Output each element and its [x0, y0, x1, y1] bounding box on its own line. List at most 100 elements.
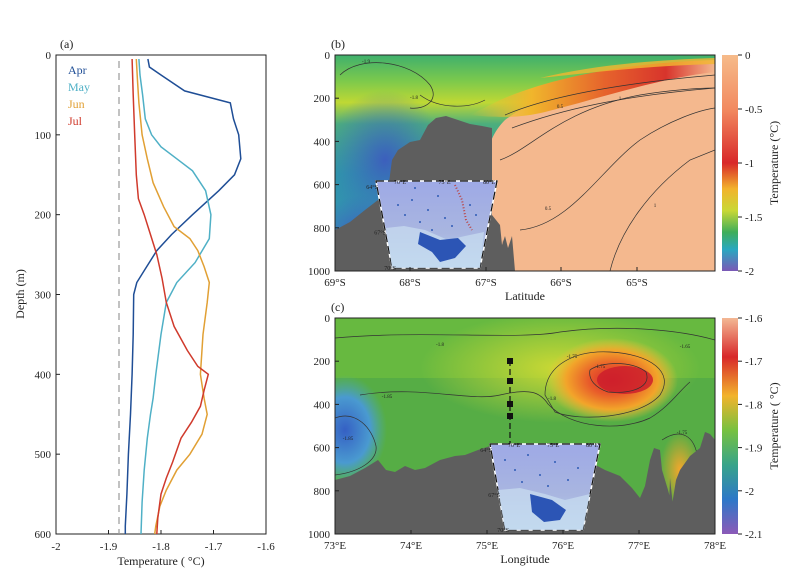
- x-tick-label: 68°S: [399, 277, 421, 289]
- panel-a-axes: -2 -1.9 -1.8 -1.7 -1.6 0 100 200 300 400 500 600: [35, 50, 276, 553]
- x-tick-label: -1.8: [152, 541, 170, 553]
- y-tick-label: 400: [314, 399, 331, 411]
- inset-lat-label: 70°S: [497, 527, 509, 534]
- panel-b-inset-labels: 70°E 75°E 80°E 64°S 67°S 70°S: [366, 179, 495, 272]
- colorbar-tick-label: -1: [745, 158, 754, 170]
- colorbar-tick-label: -1.7: [745, 356, 763, 368]
- contour-label: -1.8: [410, 96, 418, 101]
- panel-b-xlabel: Latitude: [505, 289, 545, 303]
- inset-lon-label: 75°E: [438, 179, 450, 186]
- transect-line: [507, 358, 513, 446]
- panel-a: (a) -2 -1.9 -1.8 -1.7 -1.6 0 100 200 300 400 500 60…: [13, 37, 275, 568]
- x-tick-label: 66°S: [550, 277, 572, 289]
- colorbar-tick-label: -1.5: [745, 212, 763, 224]
- y-tick-label: 0: [46, 50, 52, 62]
- x-tick-label: -1.9: [100, 541, 118, 553]
- legend: Apr May Jun Jul: [68, 63, 90, 128]
- panel-c-inset-map: 70°E 75°E 80°E 64°S 67°S 70°S: [480, 442, 601, 534]
- panel-b-label: (b): [331, 37, 345, 51]
- colorbar-tick-label: -2.1: [745, 529, 762, 541]
- x-tick-label: 76°E: [552, 540, 574, 552]
- colorbar-tick-label: -0.5: [745, 104, 763, 116]
- series-line-jun: [135, 58, 211, 535]
- colorbar-tick-label: -1.8: [745, 399, 763, 411]
- y-tick-label: 200: [314, 356, 331, 368]
- y-tick-label: 400: [314, 136, 331, 148]
- panel-c-label: (c): [331, 300, 344, 314]
- panel-c-colorbar: [722, 318, 738, 534]
- inset-lat-label: 67°S: [374, 230, 386, 237]
- inset-lon-label: 70°E: [394, 179, 406, 186]
- colorbar-tick-label: -2: [745, 486, 754, 498]
- colorbar-tick-label: -1.9: [745, 443, 763, 455]
- colorbar-tick-label: -2: [745, 266, 754, 278]
- x-tick-label: 78°E: [704, 540, 726, 552]
- x-tick-label: 67°S: [475, 277, 497, 289]
- y-tick-label: 600: [35, 529, 52, 541]
- panel-a-frame: [55, 54, 267, 535]
- inset-lat-label: 70°S: [384, 265, 396, 272]
- panel-c-contour-labels: -1.8 -1.75 -1.65 -1.85 -1.8 -1.75 -1.85 -1.75: [343, 343, 691, 442]
- series-line-may: [138, 58, 212, 535]
- panel-b-colorbar: [722, 55, 738, 271]
- x-tick-label: -1.7: [205, 541, 223, 553]
- y-tick-label: 300: [35, 290, 52, 302]
- colorbar-tick-label: 0: [745, 50, 751, 62]
- series-line-apr: [124, 58, 242, 534]
- panel-b-frame: [334, 54, 716, 272]
- contour-label: -1.9: [362, 60, 370, 65]
- x-tick-label: 65°S: [626, 277, 648, 289]
- panel-c-colorbar-label: Temperature ( °C): [767, 382, 781, 469]
- contour-label: 0.5: [557, 105, 564, 110]
- x-tick-label: -2: [51, 541, 60, 553]
- y-tick-label: 800: [314, 223, 331, 235]
- contour-label: -1.85: [382, 395, 393, 400]
- inset-lon-label: 80°E: [483, 179, 495, 186]
- y-tick-label: 200: [35, 210, 52, 222]
- panel-a-label: (a): [60, 37, 73, 51]
- inset-lat-label: 67°S: [488, 492, 500, 499]
- inset-lat-label: 64°S: [366, 184, 378, 191]
- panel-b-colorbar-label: Temperature (°C): [767, 121, 781, 205]
- contour-label: -1.75: [567, 355, 578, 360]
- y-tick-label: 600: [314, 180, 331, 192]
- panel-a-ylabel: Depth (m): [13, 269, 27, 319]
- y-tick-label: 600: [314, 443, 331, 455]
- legend-item-jul: Jul: [68, 114, 83, 128]
- contour-label: -1.85: [343, 437, 354, 442]
- y-tick-label: 1000: [308, 529, 331, 541]
- contour-label: -1.75: [595, 365, 606, 370]
- contour-label: -1.75: [677, 431, 688, 436]
- contour-label: 0.5: [545, 207, 552, 212]
- colorbar-tick-label: -1.6: [745, 313, 763, 325]
- inset-lon-label: 80°E: [586, 442, 598, 449]
- panel-c-field: [335, 318, 715, 534]
- x-tick-label: 69°S: [324, 277, 346, 289]
- y-tick-label: 200: [314, 93, 331, 105]
- inset-lat-label: 64°S: [480, 447, 492, 454]
- panel-b: (b) -1.9 -1.8 0.5 1 0.5 1: [308, 37, 781, 303]
- legend-item-jun: Jun: [68, 97, 85, 111]
- panel-b-field: [335, 55, 715, 271]
- panel-a-series: [124, 58, 242, 535]
- contour-label: -1.8: [436, 343, 444, 348]
- x-tick-label: 77°E: [628, 540, 650, 552]
- contour-label: 1: [619, 97, 622, 102]
- panel-c: (c): [308, 300, 781, 566]
- panel-c-xlabel: Longitude: [500, 552, 549, 566]
- legend-item-apr: Apr: [68, 63, 87, 77]
- series-line-jul: [131, 58, 210, 535]
- panel-b-contour-labels: -1.9 -1.8 0.5 1 0.5 1: [362, 60, 657, 212]
- y-tick-label: 100: [35, 130, 52, 142]
- panel-b-inset-map: 70°E 75°E 80°E 64°S 67°S 70°S: [366, 179, 498, 272]
- y-tick-label: 400: [35, 369, 52, 381]
- contour-label: -1.65: [680, 345, 691, 350]
- panel-c-frame: [334, 317, 716, 535]
- panel-c-inset-labels: 70°E 75°E 80°E 64°S 67°S 70°S: [480, 442, 598, 534]
- panel-a-xlabel: Temperature ( °C): [117, 554, 204, 568]
- inset-lon-label: 70°E: [508, 442, 520, 449]
- panel-c-colorbar-ticks: -1.6 -1.7 -1.8 -1.9 -2 -2.1: [738, 313, 763, 541]
